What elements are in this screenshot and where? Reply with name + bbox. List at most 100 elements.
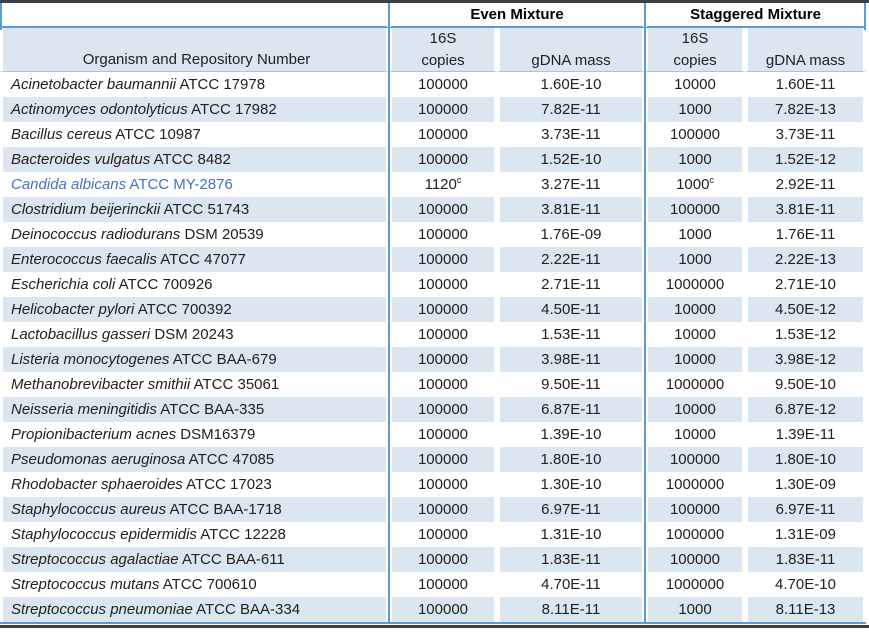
staggered-gdna-mass-cell: 4.70E-10 (775, 576, 836, 593)
staggered-copies-cell: 1000 (678, 226, 712, 243)
organism-species-name: Lactobacillus gasseri (11, 326, 151, 343)
even-copies-cell: 100000 (389, 147, 497, 172)
table-body: Acinetobacter baumannii ATCC 17978 100000… (0, 72, 866, 622)
staggered-gdna-mass-cell: 3.73E-11 (775, 126, 836, 143)
staggered-copies-cell: 1000000 (665, 276, 725, 293)
even-copies-cell: 100000 (417, 576, 469, 593)
staggered-copies-cell: 100000 (669, 126, 721, 143)
organism-repository-number: DSM16379 (180, 426, 256, 443)
even-copies-cell: 100000 (389, 247, 497, 272)
staggered-gdna-mass-cell: 1.60E-11 (775, 76, 836, 93)
organism-cell: Clostridium beijerinckii ATCC 51743 (0, 197, 389, 222)
staggered-copies-cell: 10000 (645, 347, 745, 372)
organism-repository-number: ATCC BAA-611 (181, 551, 285, 568)
even-gdna-mass-cell: 1.80E-10 (497, 447, 645, 472)
even-gdna-mass-cell: 1.52E-10 (497, 147, 645, 172)
staggered-gdna-mass-cell: 9.50E-10 (775, 376, 836, 393)
staggered-gdna-mass-cell: 1.39E-11 (775, 426, 836, 443)
organism-species-name: Actinomyces odontolyticus (11, 101, 188, 118)
organism-species-name: Rhodobacter sphaeroides (11, 476, 183, 493)
organism-repository-number: ATCC 47077 (160, 251, 246, 268)
even-copies-cell: 100000 (417, 376, 469, 393)
organism-species-name: Listeria monocytogenes (11, 351, 170, 368)
even-copies-cell: 100000 (389, 197, 497, 222)
organism-species-name: Propionibacterium acnes (11, 426, 177, 443)
organism-repository-number: DSM 20539 (184, 226, 264, 243)
even-copies-cell: 100000 (389, 597, 497, 622)
table-row: Staphylococcus epidermidis ATCC 12228 100… (0, 522, 866, 547)
organism-cell: Bacteroides vulgatus ATCC 8482 (0, 147, 389, 172)
even-copies-cell: 100000 (417, 476, 469, 493)
staggered-copies-cell: 10000 (645, 297, 745, 322)
data-table: Even Mixture Staggered Mixture Organism … (0, 3, 866, 624)
staggered-gdna-mass-cell: 1.80E-10 (745, 447, 866, 472)
even-gdna-mass-cell: 3.81E-11 (497, 197, 645, 222)
subheader-16s-even: 16S (389, 28, 497, 49)
group-header-row: Even Mixture Staggered Mixture (0, 3, 866, 28)
organism-cell: Streptococcus agalactiae ATCC BAA-611 (0, 547, 389, 572)
organism-cell: Streptococcus mutans ATCC 700610 (0, 572, 389, 597)
staggered-gdna-mass-cell: 2.71E-10 (775, 276, 836, 293)
even-gdna-mass-cell: 1.31E-10 (540, 526, 602, 543)
even-copies-cell: 100000 (417, 226, 469, 243)
staggered-copies-cell: 10000 (645, 397, 745, 422)
column-header-copies-even: copies (389, 49, 497, 72)
organism-species-name: Deinococcus radiodurans (11, 226, 181, 243)
table-row: Clostridium beijerinckii ATCC 51743 10000… (0, 197, 866, 222)
staggered-copies-cell: 1000000 (665, 376, 725, 393)
even-copies-cell: 100000 (417, 326, 469, 343)
table-row: Streptococcus pneumoniae ATCC BAA-334 100… (0, 597, 866, 622)
organism-cell: Candida albicans ATCC MY-2876 (0, 172, 389, 197)
staggered-gdna-mass-cell: 1.76E-11 (775, 226, 836, 243)
even-copies-cell: 100000 (417, 276, 469, 293)
header-right-border-line (864, 3, 866, 30)
organism-cell: Lactobacillus gasseri DSM 20243 (0, 322, 389, 347)
even-gdna-mass-cell: 1.30E-10 (540, 476, 602, 493)
table-row: Pseudomonas aeruginosa ATCC 47085 100000 1… (0, 447, 866, 472)
staggered-copies-cell: 10000 (674, 426, 716, 443)
even-gdna-mass-cell: 3.98E-11 (497, 347, 645, 372)
even-copies-cell: 100000 (389, 347, 497, 372)
staggered-copies-cell: 1000 (645, 247, 745, 272)
organism-repository-number: ATCC 10987 (115, 126, 201, 143)
staggered-gdna-mass-cell: 3.81E-11 (745, 197, 866, 222)
subheader-row-16s: Organism and Repository Number 16S 16S (0, 28, 866, 72)
table-row: Actinomyces odontolyticus ATCC 17982 1000… (0, 97, 866, 122)
even-gdna-mass-cell: 1.39E-10 (540, 426, 602, 443)
table-row: Bacillus cereus ATCC 10987 100000 3.73E-11… (0, 122, 866, 147)
organism-species-name: Staphylococcus epidermidis (11, 526, 197, 543)
column-header-row: copies gDNA mass copies gDNA mass (0, 49, 866, 72)
staggered-gdna-mass-cell: 1.83E-11 (745, 547, 866, 572)
organism-cell: Enterococcus faecalis ATCC 47077 (0, 247, 389, 272)
organism-species-name: Acinetobacter baumannii (11, 76, 177, 93)
column-header-gdna-even: gDNA mass (497, 49, 645, 72)
subheader-16s-staggered: 16S (645, 28, 745, 49)
organism-group-divider-line (388, 3, 390, 624)
organism-repository-number: ATCC BAA-679 (172, 351, 277, 368)
organism-repository-number: ATCC MY-2876 (129, 176, 233, 193)
even-copies-cell: 100000 (389, 97, 497, 122)
table-row: Bacteroides vulgatus ATCC 8482 100000 1.52… (0, 147, 866, 172)
staggered-copies-cell: 100000 (645, 447, 745, 472)
staggered-copies-cell: 1000000 (665, 526, 725, 543)
header-left-border-line (0, 3, 2, 30)
organism-cell: Neisseria meningitidis ATCC BAA-335 (0, 397, 389, 422)
even-gdna-mass-cell: 6.97E-11 (497, 497, 645, 522)
staggered-gdna-mass-cell: 3.98E-12 (745, 347, 866, 372)
footnote-marker: c (456, 175, 462, 185)
staggered-gdna-mass-cell: 6.97E-11 (745, 497, 866, 522)
organism-repository-number: ATCC 700392 (137, 301, 232, 318)
staggered-gdna-mass-cell: 1.52E-12 (745, 147, 866, 172)
organism-cell: Propionibacterium acnes DSM16379 (0, 422, 389, 447)
staggered-copies-cell: 100000 (645, 497, 745, 522)
organism-cell: Acinetobacter baumannii ATCC 17978 (0, 72, 389, 97)
subheader-blank-staggered (745, 28, 866, 49)
organism-repository-number: ATCC 51743 (163, 201, 250, 218)
even-copies-cell: 100000 (389, 297, 497, 322)
group-header-staggered: Staggered Mixture (645, 3, 866, 28)
even-gdna-mass-cell: 2.22E-11 (497, 247, 645, 272)
column-header-gdna-staggered: gDNA mass (745, 49, 866, 72)
organism-repository-number: ATCC 8482 (153, 151, 231, 168)
organism-cell: Escherichia coli ATCC 700926 (0, 272, 389, 297)
staggered-gdna-mass-cell: 7.82E-13 (745, 97, 866, 122)
